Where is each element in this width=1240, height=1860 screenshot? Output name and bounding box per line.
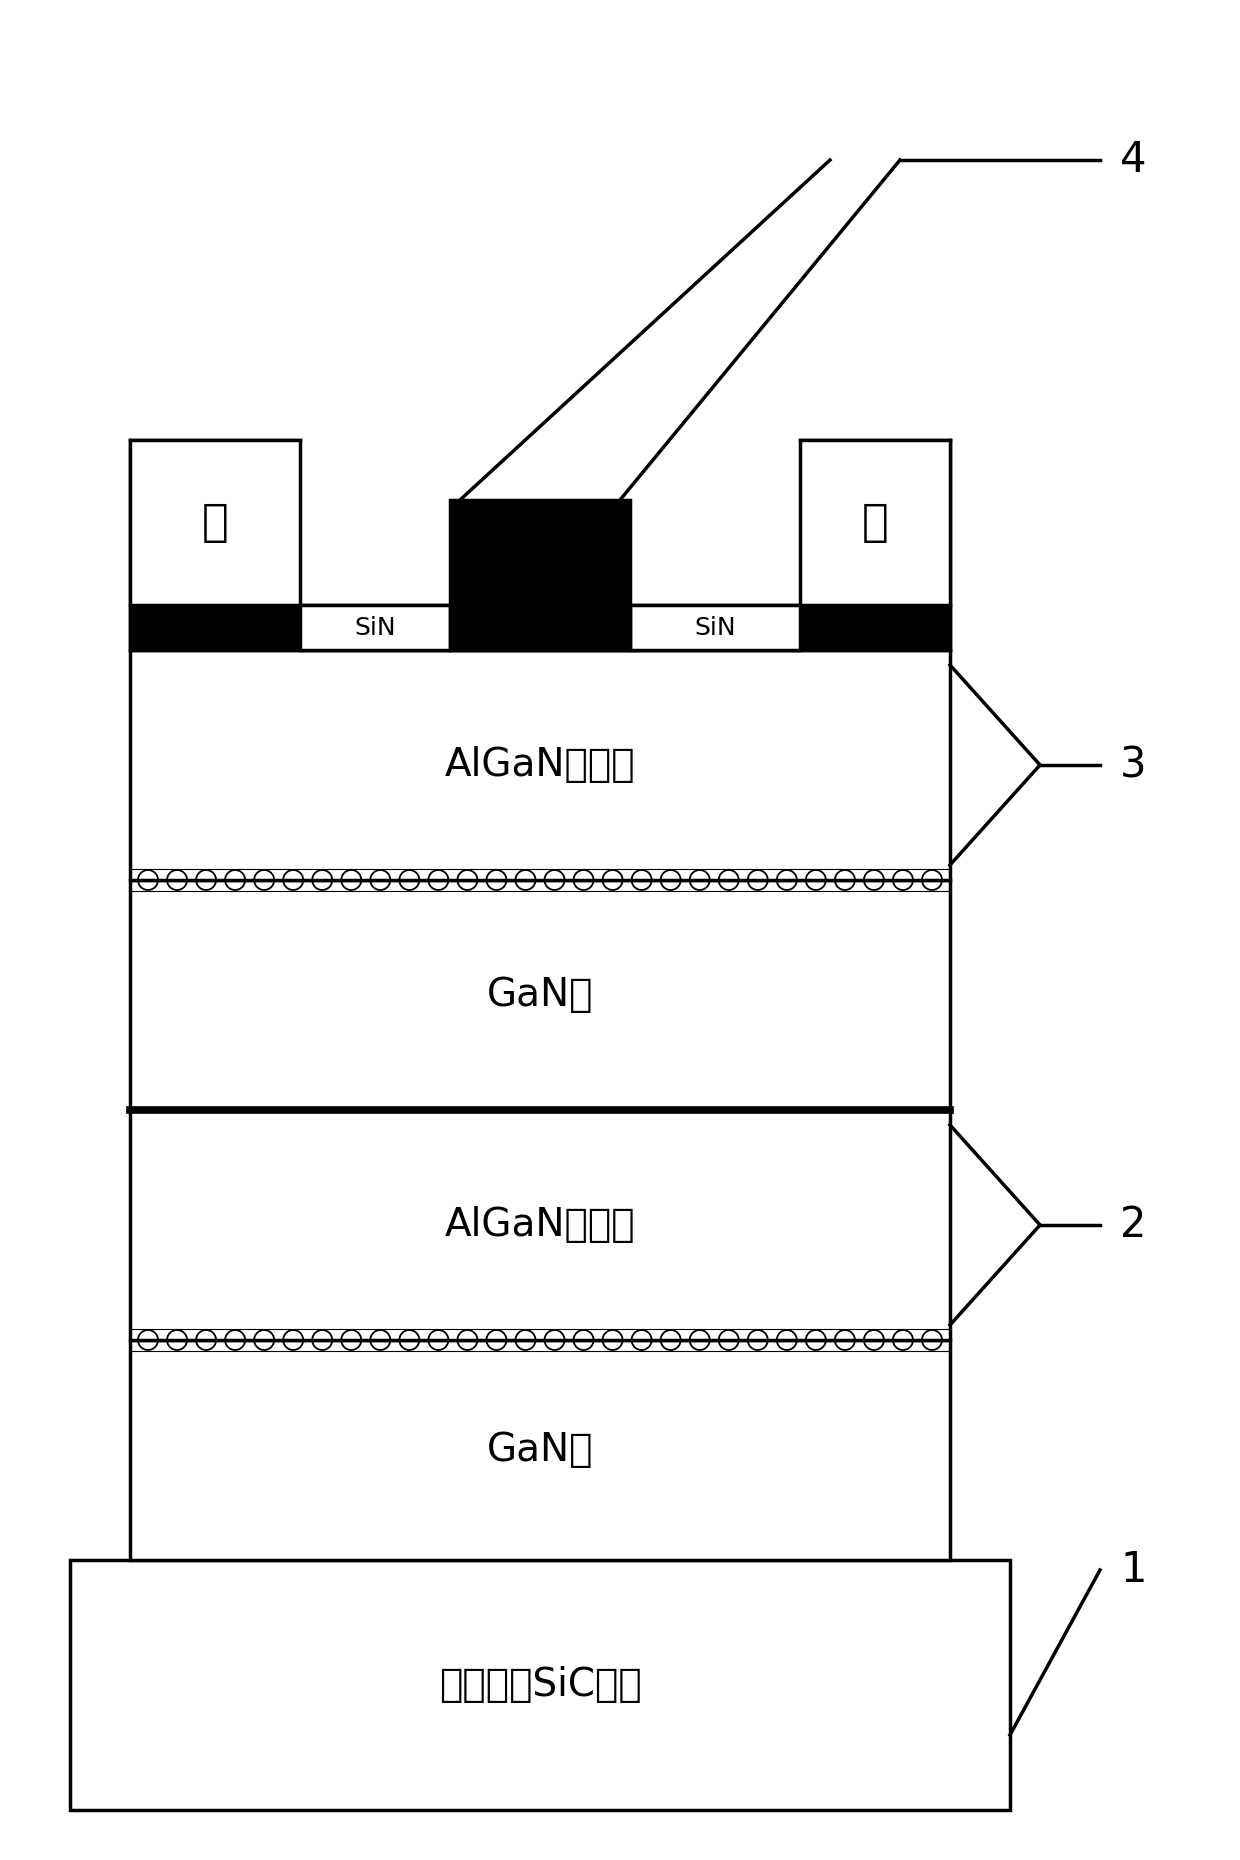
Text: 源: 源	[202, 500, 228, 543]
Text: 4: 4	[1120, 140, 1147, 180]
Bar	[69, 1561, 1011, 1810]
Bar	[300, 604, 450, 649]
Text: GaN层: GaN层	[487, 1430, 593, 1469]
Bar	[130, 649, 950, 880]
Text: GaN层: GaN层	[487, 976, 593, 1014]
Bar	[130, 880, 950, 1110]
Bar	[800, 441, 950, 604]
Bar	[130, 441, 300, 604]
Bar	[130, 1339, 950, 1561]
Bar	[450, 500, 630, 649]
Text: AlGaN势垒层: AlGaN势垒层	[445, 746, 635, 785]
Text: 1: 1	[1120, 1549, 1147, 1590]
Text: AlGaN势垒层: AlGaN势垒层	[445, 1205, 635, 1244]
Text: 蓝宝石或SiC衬底: 蓝宝石或SiC衬底	[439, 1667, 641, 1704]
Bar	[130, 604, 950, 649]
Text: 2: 2	[1120, 1203, 1146, 1246]
Text: 3: 3	[1120, 744, 1147, 787]
Bar	[630, 604, 800, 649]
Text: 漏: 漏	[862, 500, 888, 543]
Text: SiN: SiN	[694, 616, 735, 640]
Bar	[130, 1110, 950, 1339]
Text: SiN: SiN	[355, 616, 396, 640]
